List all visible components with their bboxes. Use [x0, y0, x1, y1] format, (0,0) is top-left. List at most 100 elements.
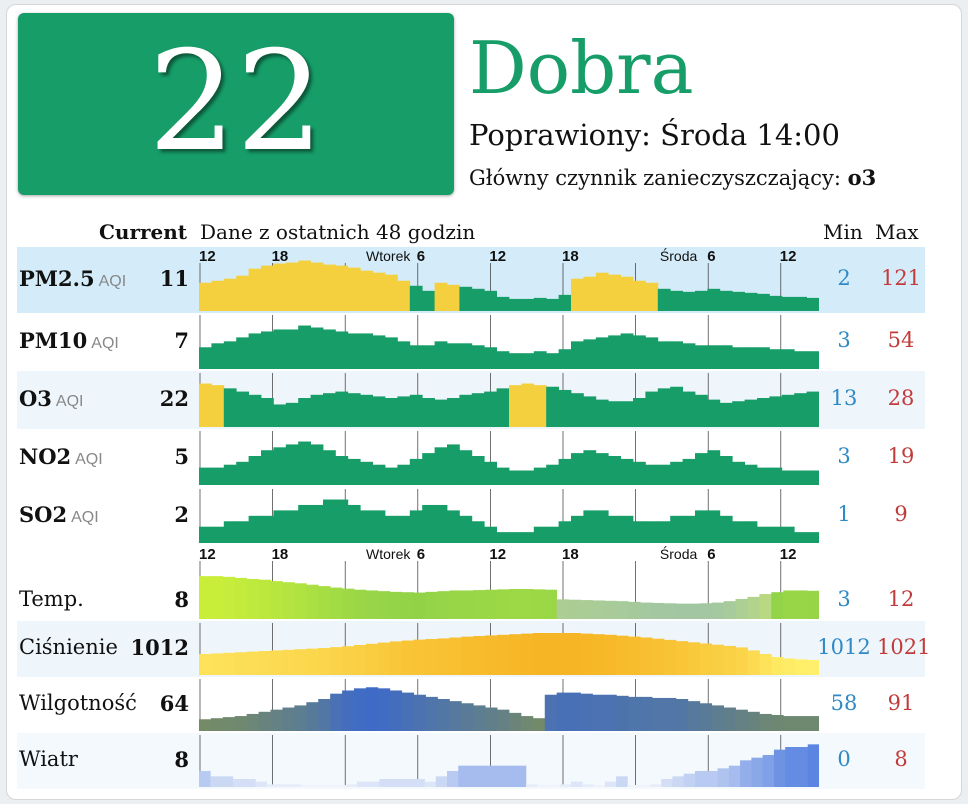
- chart-bar: [795, 590, 808, 619]
- chart-bar: [335, 265, 349, 311]
- chart-bar: [571, 453, 584, 485]
- chart-bar: [437, 638, 450, 675]
- chart-bar: [592, 694, 605, 731]
- chart-temp: 12 18 Wtorek 6 12 18 Środa 6 12: [199, 545, 819, 619]
- chart-bar: [657, 388, 671, 427]
- chart-bar: [568, 599, 581, 619]
- chart-bar: [459, 394, 473, 427]
- chart-bar: [582, 784, 594, 787]
- chart-bar: [807, 660, 819, 675]
- chart-bar: [583, 339, 597, 369]
- chart-bar: [300, 785, 313, 787]
- chart-bar: [459, 343, 473, 369]
- chart-bar: [795, 716, 808, 731]
- chart-bar: [595, 453, 609, 485]
- chart-bar: [360, 394, 373, 427]
- chart-bar: [580, 693, 593, 731]
- chart-bar: [397, 280, 411, 311]
- chart-bar: [409, 285, 423, 311]
- row-label: PM2.5 AQI: [19, 266, 126, 291]
- chart-bar: [706, 771, 718, 787]
- chart-bar: [744, 347, 758, 369]
- chart-bar: [385, 274, 398, 311]
- chart-bar: [744, 292, 758, 311]
- row-label: Wiatr: [19, 747, 78, 771]
- aqi-tag: AQI: [75, 451, 103, 468]
- chart-bar: [620, 515, 634, 543]
- chart-bar: [211, 526, 225, 543]
- chart-bar: [360, 510, 373, 543]
- chart-bar: [633, 521, 646, 543]
- chart-bar: [496, 388, 510, 427]
- chart-bar: [449, 701, 462, 731]
- chart-bar: [485, 589, 498, 619]
- chart-bar: [759, 654, 772, 675]
- chart-bar: [807, 716, 819, 731]
- chart-bar: [682, 343, 696, 369]
- chart-bar: [521, 298, 535, 311]
- chart-bar: [520, 589, 534, 619]
- chart-bar: [199, 526, 212, 543]
- chart-bar: [306, 648, 319, 675]
- chart-bar: [285, 402, 299, 427]
- chart-bar: [377, 642, 391, 675]
- chart-bar: [735, 599, 748, 619]
- time-label: Wtorek: [366, 248, 411, 264]
- chart-bar: [485, 635, 498, 675]
- chart-bar: [558, 294, 572, 311]
- chart-bar: [335, 391, 349, 427]
- time-label: 18: [272, 546, 289, 563]
- chart-bar: [236, 521, 249, 543]
- chart-bar: [627, 785, 640, 787]
- chart-bar: [458, 765, 470, 787]
- chart-bar: [546, 386, 559, 427]
- chart-bar: [707, 288, 721, 311]
- chart-bar: [323, 264, 336, 311]
- chart-bar: [509, 385, 522, 427]
- chart-bar: [199, 719, 212, 731]
- time-label: 12: [780, 248, 797, 265]
- chart-bar: [583, 510, 597, 543]
- chart-bar: [270, 650, 283, 675]
- current-value: 5: [174, 444, 189, 469]
- chart-bar: [497, 634, 510, 675]
- chart-bar: [298, 260, 311, 311]
- chart-bar: [318, 586, 331, 619]
- row-label: O3 AQI: [19, 386, 83, 411]
- chart-bar: [695, 453, 708, 485]
- chart-bar: [484, 461, 497, 485]
- chart-bar: [330, 693, 343, 731]
- chart-bar: [781, 470, 795, 485]
- chart-bar: [794, 532, 807, 543]
- chart-bar: [595, 337, 609, 369]
- chart-bar: [424, 781, 437, 787]
- time-label: 18: [562, 248, 579, 265]
- chart-bar: [211, 280, 225, 311]
- chart-bar: [437, 699, 450, 731]
- chart-bar: [285, 510, 299, 543]
- chart-bar: [711, 705, 725, 731]
- updated-time: Poprawiony: Środa 14:00: [469, 118, 840, 152]
- chart-humidity: [199, 679, 819, 731]
- chart-bar: [509, 470, 522, 485]
- chart-bar: [532, 633, 546, 675]
- chart-bar: [236, 275, 249, 311]
- chart-bar: [771, 592, 784, 619]
- chart-bar: [532, 589, 546, 619]
- chart-bar: [687, 603, 701, 619]
- chart-bar: [310, 327, 324, 369]
- chart-bar: [640, 637, 653, 675]
- chart-bar: [497, 589, 510, 619]
- chart-bar: [223, 278, 237, 311]
- chart-bar: [652, 638, 665, 675]
- chart-bar: [258, 579, 271, 619]
- chart-bar: [471, 393, 485, 427]
- chart-bar: [390, 779, 403, 787]
- chart-bar: [723, 601, 736, 619]
- chart-bar: [270, 581, 283, 619]
- chart-bar: [306, 584, 319, 619]
- chart-bar: [397, 341, 411, 369]
- chart-bar: [409, 394, 423, 427]
- chart-bar: [401, 640, 415, 675]
- chart-bar: [657, 341, 671, 369]
